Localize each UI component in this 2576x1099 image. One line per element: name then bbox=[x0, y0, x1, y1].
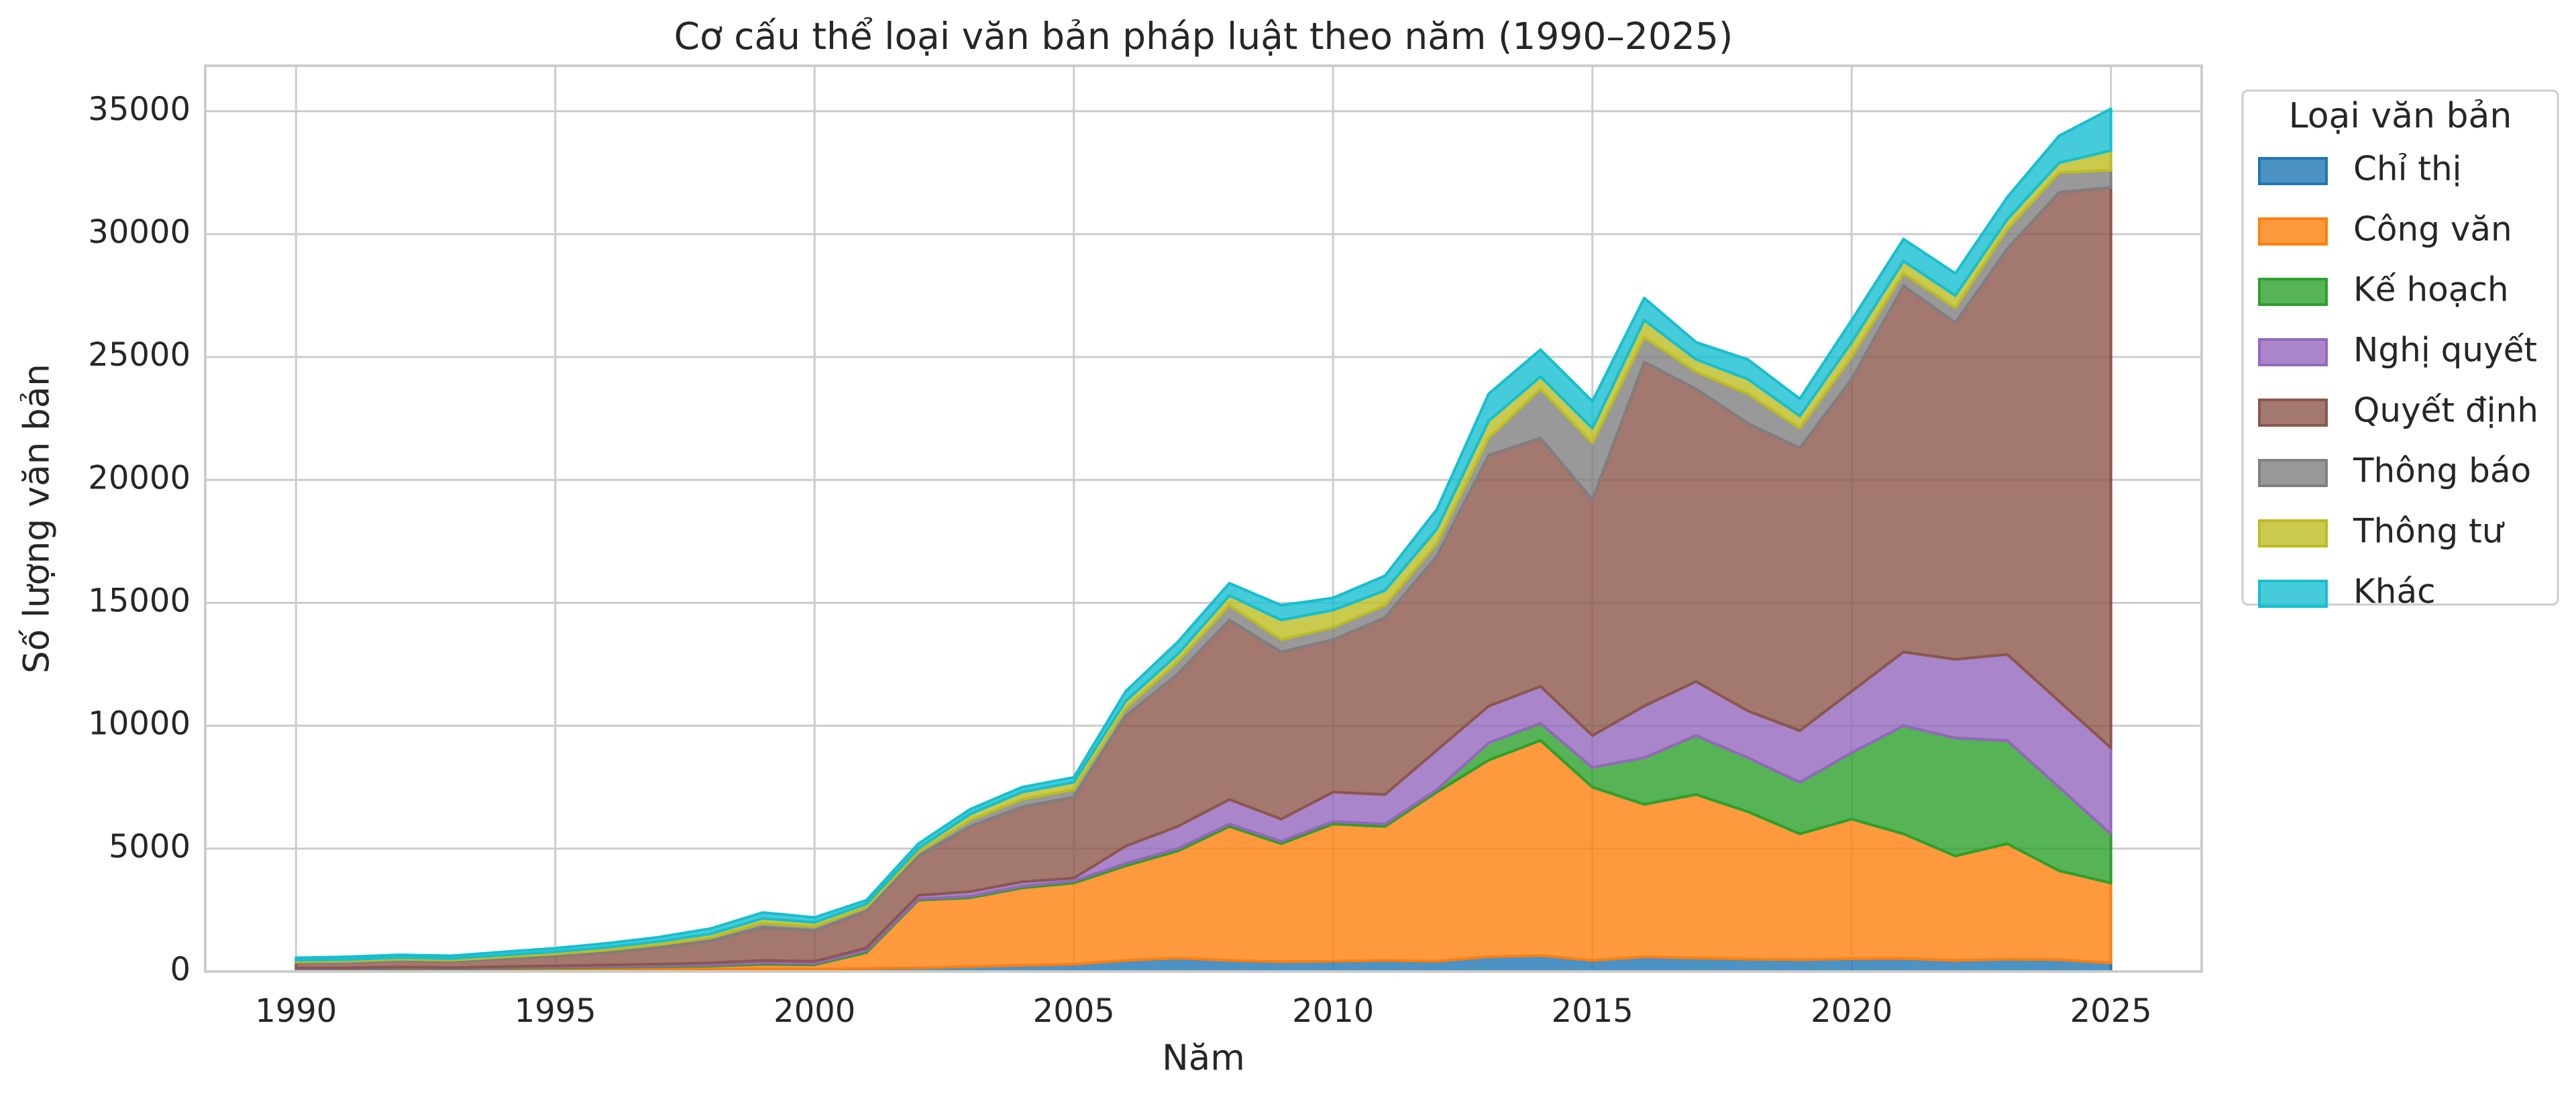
x-axis-label: Năm bbox=[1162, 1038, 1245, 1079]
legend-label: Thông tư bbox=[2353, 512, 2505, 551]
x-tick-label: 1990 bbox=[255, 992, 337, 1030]
y-axis-label: Số lượng văn bản bbox=[17, 364, 58, 674]
y-tick-label: 20000 bbox=[88, 459, 191, 496]
area bbox=[294, 107, 2112, 962]
chart-title: Cơ cấu thể loại văn bản pháp luật theo n… bbox=[674, 15, 1733, 58]
x-tick-label: 2000 bbox=[773, 992, 855, 1030]
y-tick-label: 10000 bbox=[88, 705, 191, 743]
legend: Loại văn bản Chỉ thị Công văn Kế hoạch Nghị… bbox=[2241, 89, 2559, 611]
x-tick-label: 2010 bbox=[1292, 992, 1374, 1030]
legend-swatch bbox=[2258, 459, 2328, 487]
x-tick-label: 2020 bbox=[1811, 992, 1892, 1030]
legend-swatch bbox=[2258, 278, 2328, 306]
y-tick-label: 0 bbox=[170, 951, 191, 988]
y-tick-label: 5000 bbox=[109, 828, 191, 866]
y-tick-label: 35000 bbox=[88, 91, 191, 128]
legend-title: Loại văn bản bbox=[2289, 96, 2512, 136]
x-tick-label: 2015 bbox=[1552, 992, 1633, 1030]
legend-label: Quyết định bbox=[2353, 391, 2538, 430]
legend-label: Khác bbox=[2353, 572, 2436, 611]
legend-label: Chỉ thị bbox=[2353, 150, 2462, 189]
x-tick-label: 1995 bbox=[515, 992, 596, 1030]
y-tick-label: 15000 bbox=[88, 582, 191, 619]
x-tick-label: 2025 bbox=[2070, 992, 2152, 1030]
legend-swatch bbox=[2258, 399, 2328, 427]
legend-label: Kế hoạch bbox=[2353, 270, 2509, 309]
y-tick-label: 25000 bbox=[88, 336, 191, 374]
x-tick-label: 2005 bbox=[1033, 992, 1115, 1030]
legend-swatch bbox=[2258, 338, 2328, 366]
legend-label: Thông báo bbox=[2353, 452, 2531, 490]
y-tick-label: 30000 bbox=[88, 213, 191, 251]
legend-swatch bbox=[2258, 157, 2328, 185]
legend-swatch bbox=[2258, 519, 2328, 547]
areas bbox=[294, 107, 2112, 973]
plot-frame bbox=[204, 64, 2203, 973]
legend-label: Công văn bbox=[2353, 210, 2512, 249]
legend-swatch bbox=[2258, 580, 2328, 608]
legend-label: Nghị quyết bbox=[2353, 331, 2537, 370]
legend-swatch bbox=[2258, 217, 2328, 246]
